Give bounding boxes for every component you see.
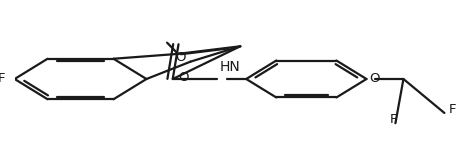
Text: O: O — [368, 72, 379, 85]
Text: F: F — [389, 113, 396, 126]
Text: F: F — [0, 73, 6, 85]
Text: HN: HN — [219, 60, 240, 74]
Text: F: F — [448, 103, 455, 116]
Text: O: O — [178, 71, 189, 84]
Text: O: O — [175, 51, 185, 64]
